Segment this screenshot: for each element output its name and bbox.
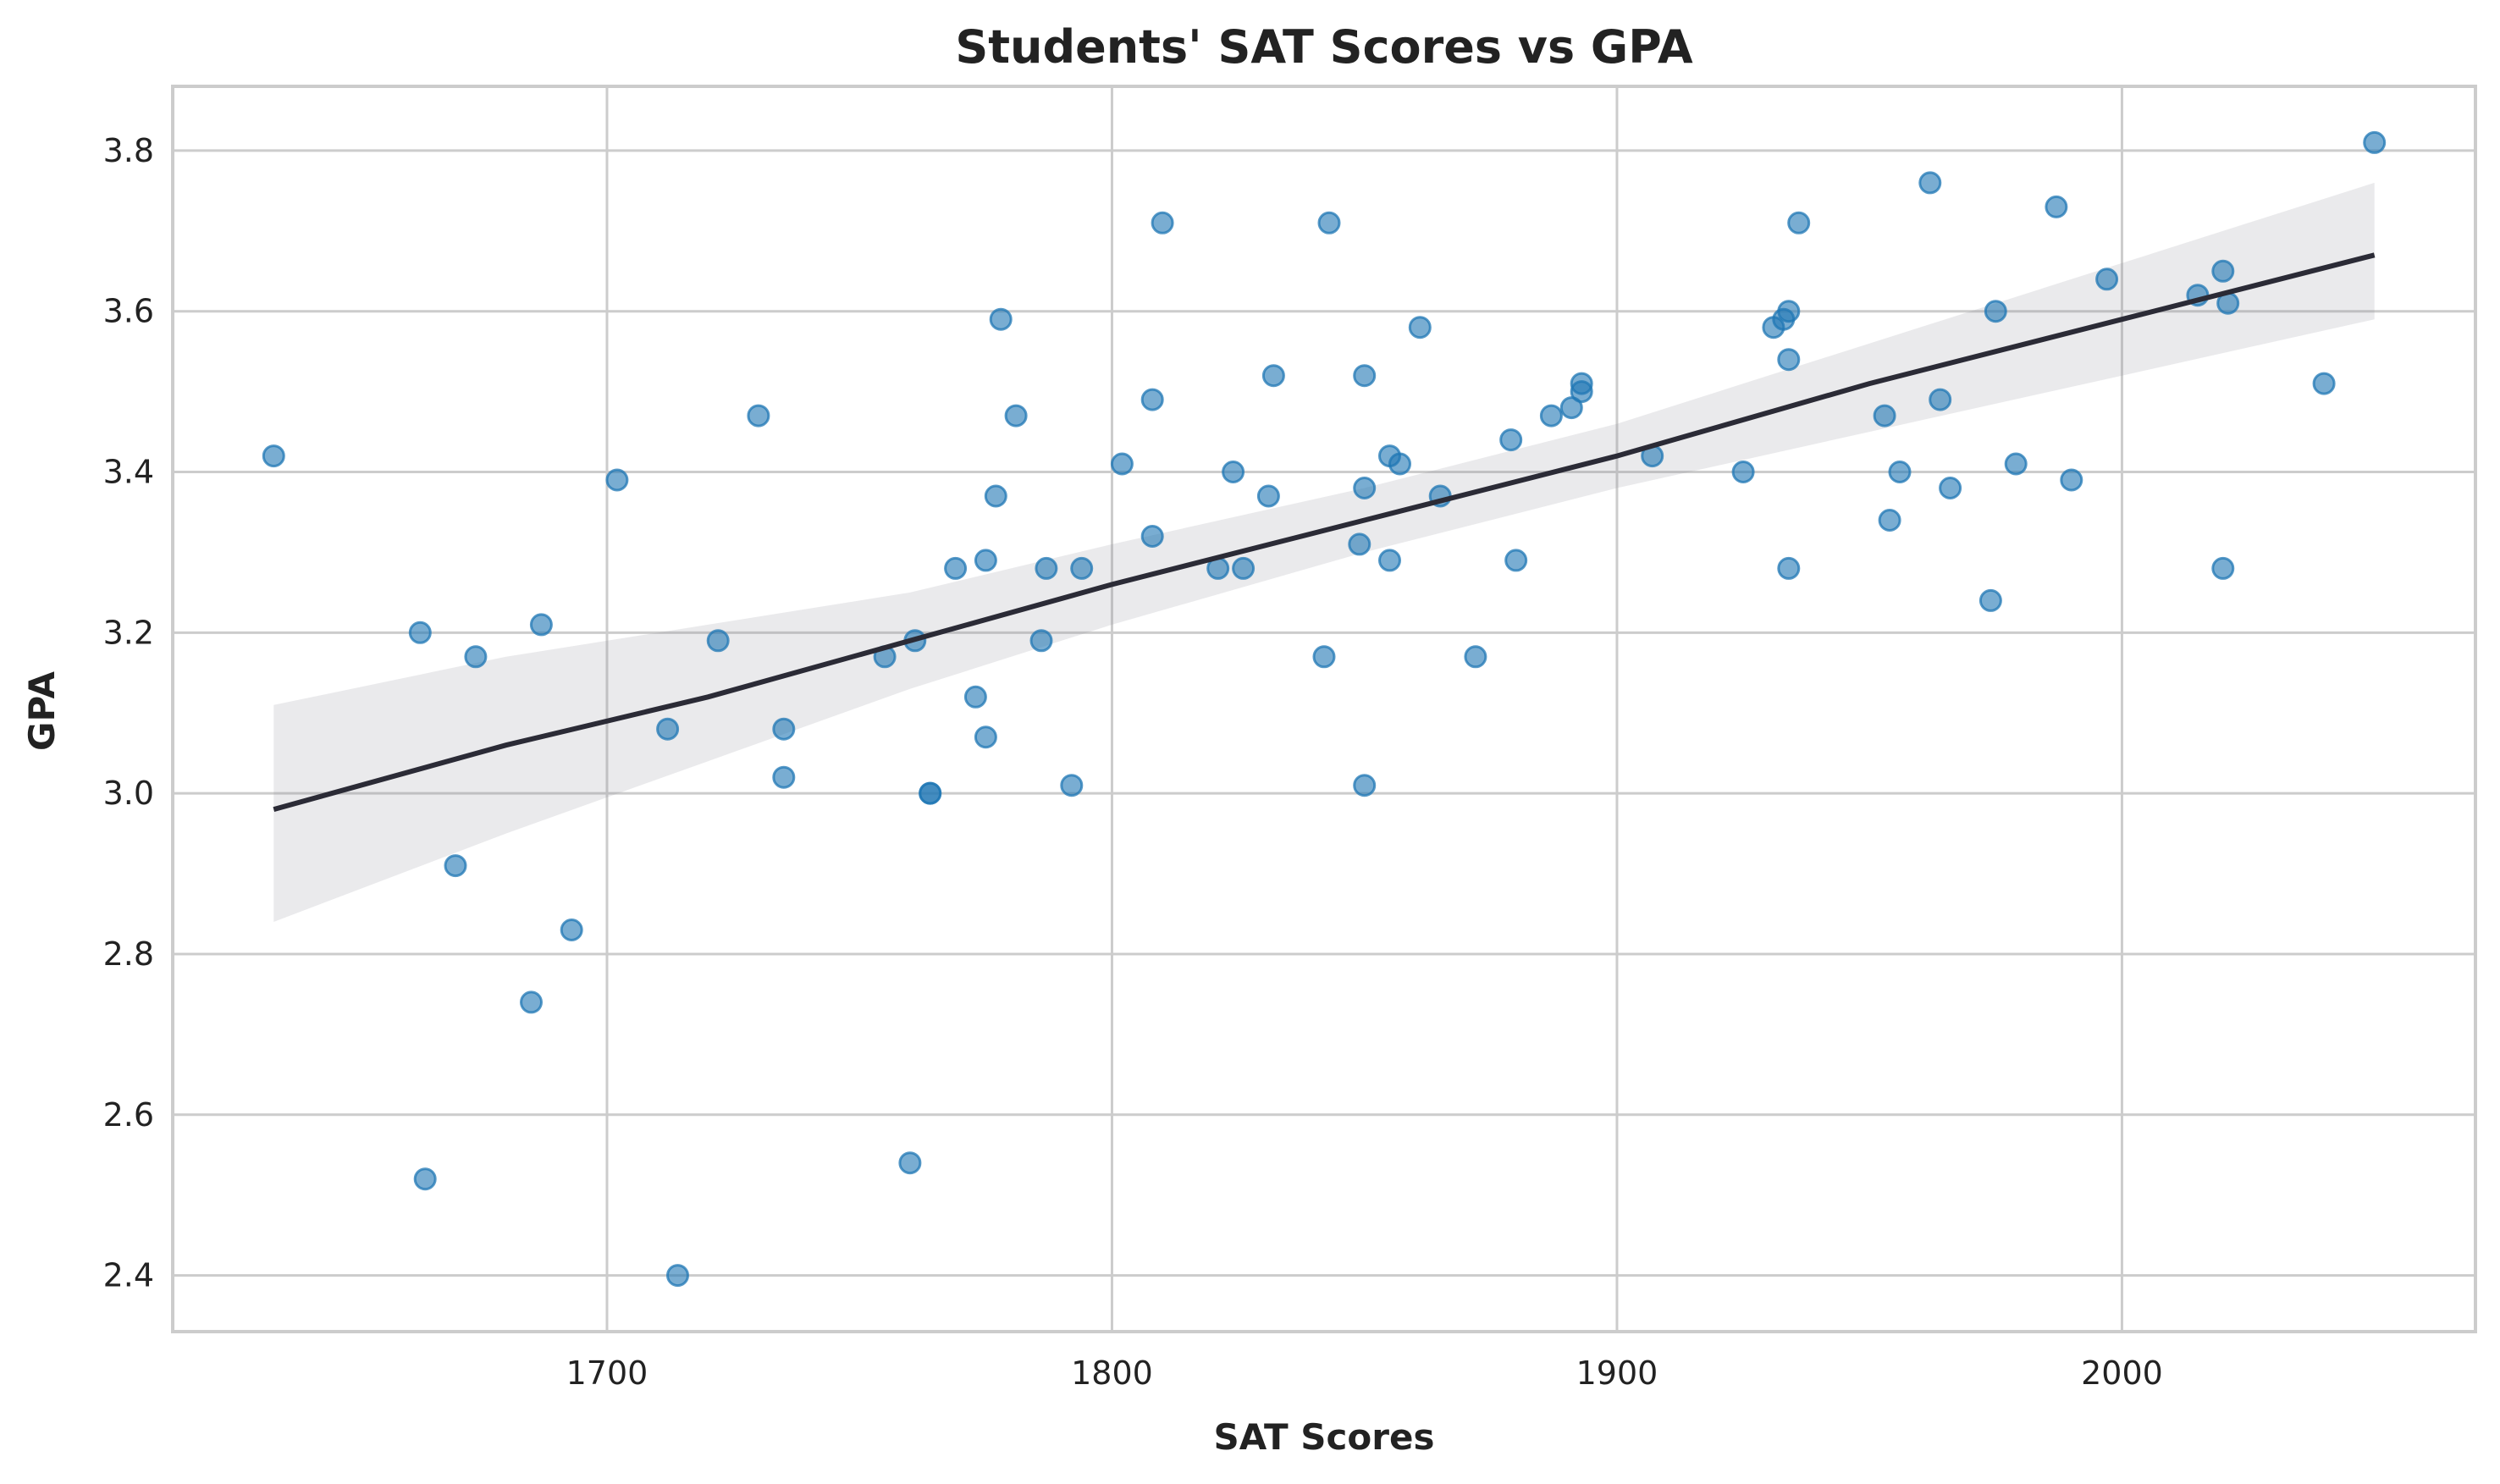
data-point — [1570, 380, 1593, 404]
data-point — [520, 990, 543, 1014]
data-point — [1929, 388, 1952, 411]
y-tick-label: 2.6 — [103, 1096, 154, 1134]
data-point — [2363, 130, 2387, 154]
chart-title: Students' SAT Scores vs GPA — [955, 20, 1693, 74]
data-point — [1312, 645, 1336, 669]
data-point — [1110, 452, 1134, 476]
data-point — [1070, 556, 1094, 580]
data-point — [1317, 211, 1341, 234]
data-point — [963, 685, 987, 709]
data-point — [1353, 364, 1377, 388]
data-point — [2312, 372, 2336, 395]
data-point — [1378, 549, 1401, 572]
data-point — [464, 645, 488, 669]
y-tick-label: 3.6 — [103, 293, 154, 330]
data-point — [2211, 259, 2235, 283]
data-point — [944, 556, 968, 580]
data-point — [1151, 211, 1174, 234]
data-point — [2045, 195, 2068, 218]
data-point — [1504, 549, 1528, 572]
confidence-band-layer — [273, 182, 2375, 922]
tick-labels: 1700 1800 1900 2000 2.4 2.6 2.8 3.0 3.2 3.4 3.6 3.8 — [103, 132, 2163, 1392]
data-point — [1499, 428, 1523, 452]
data-point — [898, 1151, 922, 1175]
x-tick-label: 1900 — [1576, 1354, 1658, 1392]
data-point — [989, 307, 1013, 331]
data-point — [1029, 629, 1053, 653]
data-point — [1918, 171, 1942, 195]
y-tick-label: 3.0 — [103, 775, 154, 812]
data-point — [666, 1264, 689, 1288]
data-point — [1777, 556, 1801, 580]
y-tick-label: 3.2 — [103, 614, 154, 651]
confidence-band — [273, 182, 2375, 922]
data-point — [1731, 461, 1755, 483]
data-point — [706, 629, 730, 653]
data-point — [919, 781, 942, 805]
points-layer — [262, 130, 2387, 1288]
data-point — [1878, 509, 1901, 532]
y-tick-label: 2.8 — [103, 935, 154, 973]
data-point — [1353, 477, 1377, 499]
data-point — [1035, 556, 1058, 580]
data-point — [1539, 404, 1563, 428]
data-point — [1222, 461, 1245, 483]
x-tick-label: 1800 — [1071, 1354, 1153, 1392]
regression-line — [273, 252, 2376, 812]
data-point — [1777, 300, 1801, 323]
regression-layer — [273, 252, 2376, 812]
data-point — [1787, 211, 1811, 234]
data-point — [1261, 364, 1285, 388]
data-point — [1060, 774, 1084, 797]
data-point — [1388, 452, 1411, 476]
data-point — [974, 725, 997, 749]
data-point — [1888, 461, 1912, 483]
data-point — [529, 613, 553, 637]
data-point — [1348, 532, 1371, 556]
data-point — [1939, 477, 1962, 499]
data-point — [2211, 556, 2235, 580]
data-point — [560, 919, 583, 941]
data-point — [1140, 388, 1164, 411]
data-point — [1777, 348, 1801, 372]
data-point — [444, 854, 467, 878]
data-point — [1232, 556, 1256, 580]
data-point — [1978, 588, 2002, 612]
grid — [173, 86, 2475, 1332]
y-tick-label: 3.4 — [103, 454, 154, 491]
data-point — [772, 765, 796, 789]
data-point — [408, 621, 432, 644]
data-point — [605, 468, 629, 492]
data-point — [1984, 300, 2007, 323]
x-axis-label: SAT Scores — [1214, 1416, 1435, 1458]
plot-frame — [171, 85, 2477, 1333]
data-point — [2004, 452, 2028, 476]
data-point — [2060, 468, 2083, 492]
data-point — [1004, 404, 1028, 428]
data-point — [262, 444, 285, 468]
data-point — [2095, 268, 2119, 291]
data-point — [1464, 645, 1487, 669]
y-tick-label: 3.8 — [103, 132, 154, 169]
data-point — [1353, 774, 1377, 797]
data-point — [1408, 316, 1432, 339]
x-tick-label: 1700 — [566, 1354, 648, 1392]
data-point — [1559, 396, 1583, 420]
data-point — [1873, 404, 1896, 428]
x-tick-label: 2000 — [2081, 1354, 2163, 1392]
data-point — [413, 1167, 437, 1191]
data-point — [747, 404, 770, 428]
data-point — [1256, 484, 1280, 508]
data-point — [656, 717, 680, 741]
y-axis-label: GPA — [21, 671, 63, 751]
data-point — [984, 484, 1007, 508]
data-point — [1140, 525, 1164, 548]
data-point — [772, 717, 796, 741]
data-point — [974, 549, 997, 572]
y-tick-label: 2.4 — [103, 1257, 154, 1294]
